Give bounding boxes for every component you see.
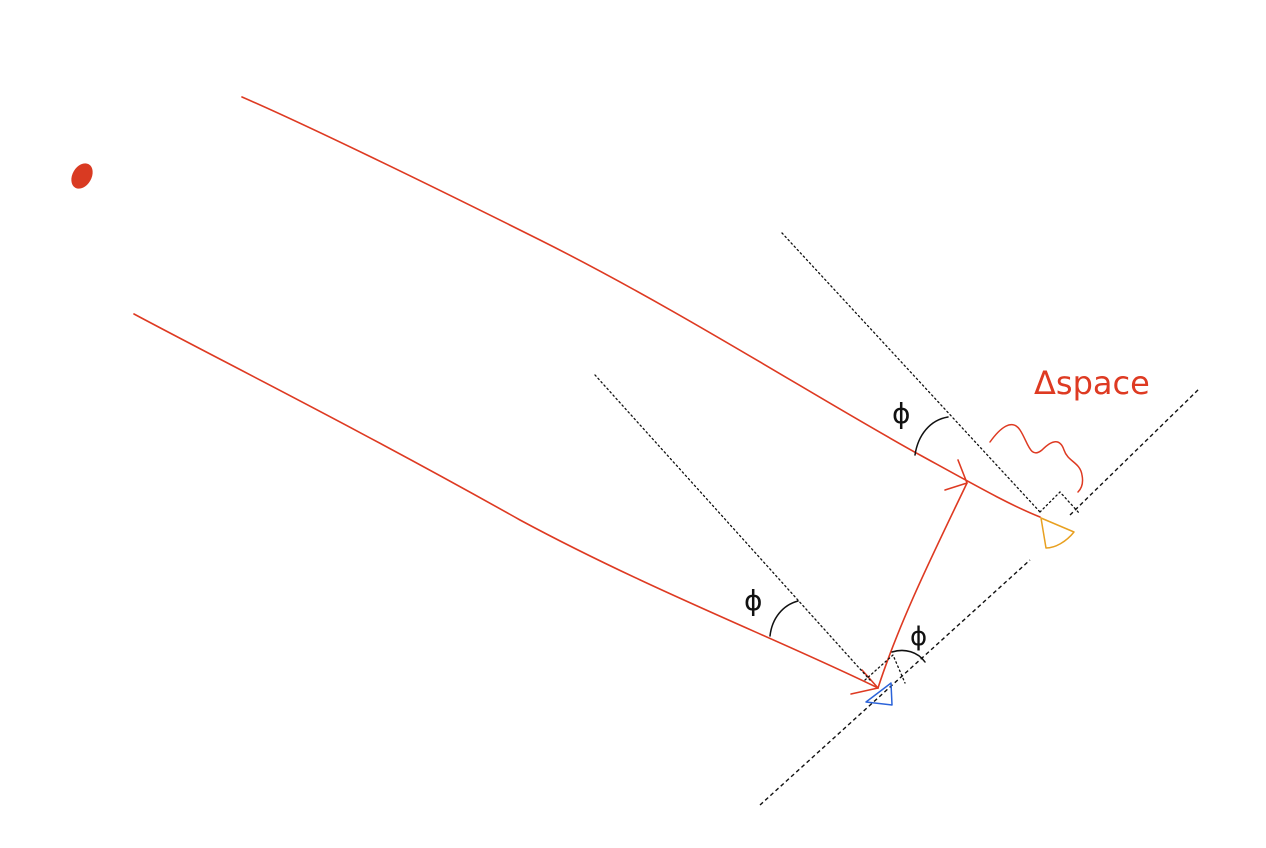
lower-angle-arc: [769, 600, 799, 637]
reflected-ray: [877, 482, 968, 689]
angle-label-upper: ϕ: [892, 397, 910, 430]
source-dot-icon: [71, 163, 93, 189]
orange-receiver-icon: [1040, 517, 1075, 549]
surface-dashed-line-lower: [759, 559, 1031, 806]
blue-receiver-icon: [865, 682, 893, 706]
reflect-angle-arc: [891, 649, 926, 663]
upper-angle-arc: [914, 416, 949, 456]
surface-dashed-line-upper: [1069, 387, 1201, 516]
angle-label-reflected: ϕ: [910, 622, 927, 652]
upper-incident-ray: [241, 96, 1041, 518]
reflected-ray-arrowhead: [944, 459, 968, 491]
delta-space-squiggle: [989, 424, 1084, 493]
delta-space-label: Δspace: [1034, 364, 1150, 402]
lower-dotted-guide: [594, 374, 871, 681]
angle-label-lower: ϕ: [744, 584, 762, 617]
upper-dotted-guide: [781, 232, 1041, 513]
upper-right-angle-mark: [1039, 491, 1081, 515]
lower-incident-ray: [133, 313, 879, 689]
reflect-dotted-guide: [864, 653, 906, 684]
